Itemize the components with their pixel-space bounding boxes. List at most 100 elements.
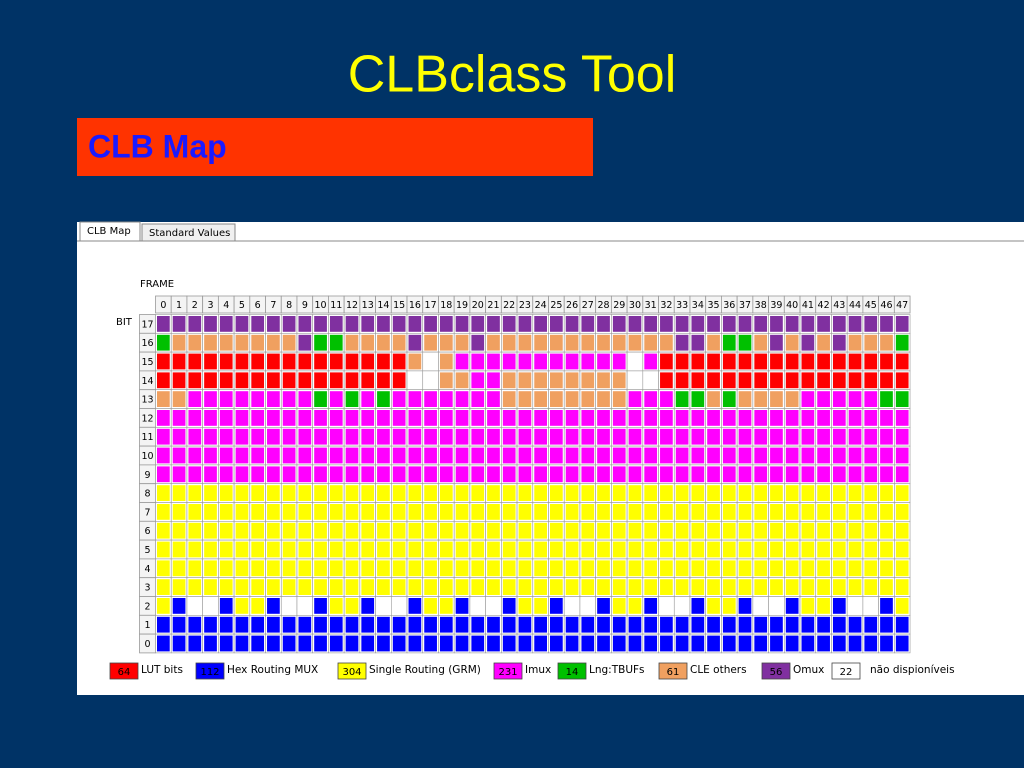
cell-fill (392, 579, 406, 595)
cell-fill (848, 541, 862, 558)
cell-fill (597, 372, 610, 389)
cell-fill (722, 447, 736, 464)
cell-fill (722, 616, 736, 633)
cell-fill (219, 447, 233, 464)
cell-fill (785, 316, 799, 332)
cell-fill (817, 410, 830, 426)
frame-number: 7 (270, 300, 276, 311)
cell-fill (707, 391, 720, 407)
cell-fill (880, 635, 893, 652)
cell-fill (848, 522, 862, 539)
cell-fill (267, 598, 280, 614)
cell-fill (377, 635, 390, 652)
cell-fill (471, 428, 485, 445)
cell-fill (722, 579, 736, 595)
cell-fill (644, 541, 658, 558)
cell-fill (518, 541, 532, 558)
frame-number: 21 (487, 300, 499, 311)
cell-fill (817, 541, 830, 558)
cell-fill (691, 560, 705, 577)
cell-fill (707, 316, 720, 332)
cell-fill (597, 560, 610, 577)
cell-fill (298, 316, 312, 332)
cell-fill (565, 334, 579, 351)
cell-fill (770, 635, 783, 652)
frame-number: 44 (849, 300, 861, 311)
cell-fill (738, 485, 752, 501)
cell-fill (157, 598, 170, 614)
cell-fill (172, 616, 186, 633)
frame-number: 26 (566, 300, 578, 311)
cell-fill (722, 428, 736, 445)
cell-fill (628, 353, 642, 370)
cell-fill (219, 522, 233, 539)
cell-fill (329, 560, 343, 577)
cell-fill (565, 522, 579, 539)
cell-fill (188, 334, 202, 351)
cell-fill (408, 316, 422, 332)
cell-fill (660, 353, 673, 370)
cell-fill (832, 598, 846, 614)
cell-fill (785, 635, 799, 652)
cell-fill (267, 579, 280, 595)
cell-fill (817, 522, 830, 539)
cell-fill (534, 522, 547, 539)
cell-fill (612, 334, 626, 351)
cell-fill (502, 598, 516, 614)
frame-number: 23 (519, 300, 531, 311)
cell-fill (329, 316, 343, 332)
cell-fill (314, 598, 327, 614)
cell-fill (707, 353, 720, 370)
cell-fill (801, 635, 815, 652)
cell-fill (612, 466, 626, 483)
cell-fill (832, 522, 846, 539)
cell-fill (895, 616, 909, 633)
cell-fill (392, 447, 406, 464)
cell-fill (581, 410, 595, 426)
cell-fill (565, 391, 579, 407)
cell-fill (691, 504, 705, 520)
cell-fill (377, 316, 390, 332)
cell-fill (785, 560, 799, 577)
cell-fill (628, 372, 642, 389)
cell-fill (298, 372, 312, 389)
cell-fill (204, 579, 217, 595)
cell-fill (282, 334, 296, 351)
cell-fill (707, 428, 720, 445)
cell-fill (550, 316, 563, 332)
cell-fill (565, 372, 579, 389)
cell-fill (377, 353, 390, 370)
cell-fill (832, 541, 846, 558)
cell-fill (455, 353, 469, 370)
cell-fill (660, 372, 673, 389)
cell-fill (502, 485, 516, 501)
tab-label[interactable]: CLB Map (87, 226, 131, 237)
cell-fill (157, 522, 170, 539)
cell-fill (832, 353, 846, 370)
frame-number: 38 (755, 300, 767, 311)
cell-fill (518, 391, 532, 407)
cell-fill (612, 579, 626, 595)
cell-fill (675, 504, 689, 520)
frame-number: 39 (770, 300, 782, 311)
cell-fill (408, 353, 422, 370)
cell-fill (864, 466, 878, 483)
cell-fill (345, 372, 359, 389)
frame-number: 6 (255, 300, 261, 311)
cell-fill (361, 598, 375, 614)
legend-swatch (109, 662, 139, 680)
tab-label[interactable]: Standard Values (149, 228, 230, 239)
legend-label: Hex Routing MUX (227, 664, 318, 676)
cell-fill (502, 466, 516, 483)
cell-fill (675, 372, 689, 389)
cell-fill (550, 616, 563, 633)
cell-fill (282, 522, 296, 539)
cell-fill (707, 579, 720, 595)
cell-fill (534, 541, 547, 558)
cell-fill (738, 391, 752, 407)
cell-fill (817, 334, 830, 351)
cell-fill (502, 353, 516, 370)
cell-fill (345, 428, 359, 445)
cell-fill (157, 353, 170, 370)
cell-fill (377, 616, 390, 633)
